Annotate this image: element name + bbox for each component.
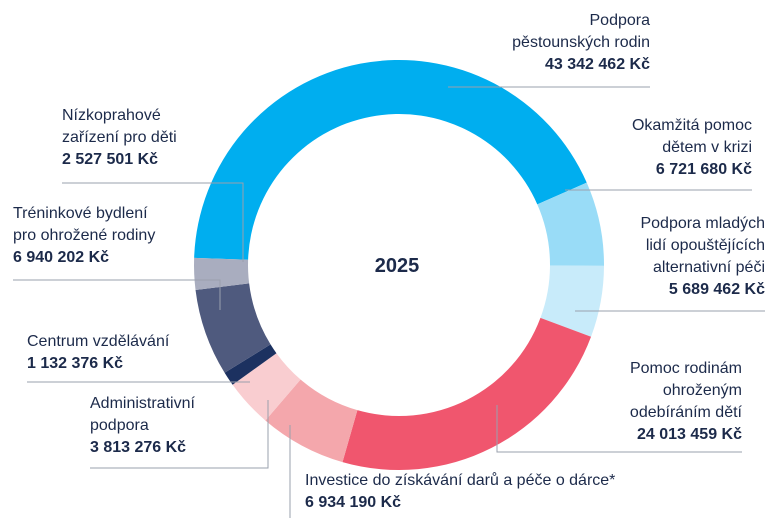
segment-label: pro ohrožené rodiny [13, 227, 155, 244]
value-label: 6 934 190 Kč [305, 494, 401, 511]
segment-label: odebíráním dětí [630, 404, 743, 421]
segment-label: ohroženým [663, 382, 742, 399]
donut-segment [537, 182, 604, 266]
segment-label: Centrum vzdělávání [27, 333, 170, 350]
segment-label: Tréninkové bydlení [13, 205, 148, 222]
segment-label: Administrativní [90, 395, 195, 412]
donut-segment [232, 353, 301, 421]
value-label: 24 013 459 Kč [637, 426, 742, 443]
value-label: 3 813 276 Kč [90, 439, 186, 456]
value-label: 43 342 462 Kč [545, 56, 650, 73]
donut-segment [540, 265, 604, 337]
value-label: 5 689 462 Kč [669, 281, 765, 298]
donut-segment [224, 344, 277, 385]
segment-label: alternativní péči [653, 259, 765, 276]
segment-label: podpora [90, 417, 149, 434]
donut-segment [194, 257, 250, 290]
segment-label: Pomoc rodinám [630, 360, 742, 377]
segment-label: pěstounských rodin [512, 34, 650, 51]
segment-label: Nízkoprahové [62, 107, 161, 124]
segment-label: zařízení pro děti [62, 129, 177, 146]
value-label: 6 721 680 Kč [656, 161, 752, 178]
leader-line [90, 400, 269, 469]
segment-label: lidí opouštějících [646, 237, 765, 254]
donut-segment [265, 379, 358, 463]
segment-label: Investice do získávání darů a péče o dár… [305, 471, 615, 489]
segment-label: dětem v krizi [662, 139, 752, 156]
leader-line [496, 405, 742, 453]
leader-line [62, 182, 244, 262]
donut-segment [195, 283, 271, 373]
segment-label: Okamžitá pomoc [632, 117, 752, 134]
value-label: 2 527 501 Kč [62, 151, 158, 168]
value-label: 6 940 202 Kč [13, 249, 109, 266]
donut-segment [342, 317, 592, 471]
chart-title: 2025 [375, 255, 420, 277]
leader-line [13, 279, 221, 310]
donut-segment [194, 59, 587, 260]
segment-label: Podpora [590, 12, 651, 29]
segment-label: Podpora mladých [640, 215, 765, 232]
value-label: 1 132 376 Kč [27, 355, 123, 372]
